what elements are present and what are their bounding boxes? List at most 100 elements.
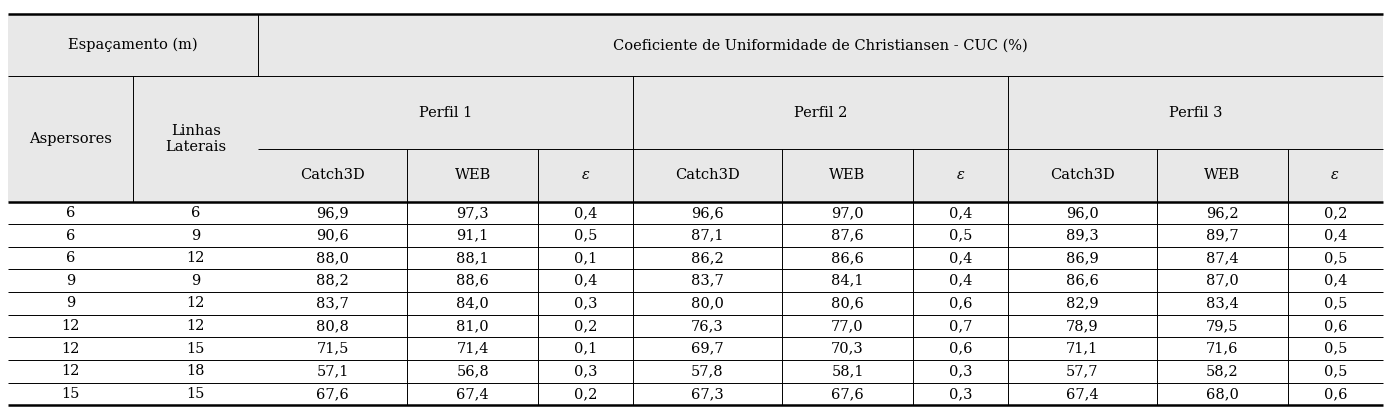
Text: Linhas
Laterais: Linhas Laterais	[166, 124, 227, 154]
Text: 71,1: 71,1	[1067, 341, 1099, 356]
Text: 57,1: 57,1	[317, 364, 349, 378]
Text: Perfil 3: Perfil 3	[1168, 106, 1223, 120]
Text: 9: 9	[191, 274, 200, 288]
Text: 9: 9	[191, 229, 200, 243]
Text: 0,5: 0,5	[1324, 296, 1346, 310]
Text: 96,0: 96,0	[1066, 206, 1099, 220]
Text: 76,3: 76,3	[691, 319, 723, 333]
Text: 88,6: 88,6	[456, 274, 490, 288]
Text: 84,0: 84,0	[456, 296, 490, 310]
Text: 0,4: 0,4	[949, 251, 972, 265]
Text: WEB: WEB	[829, 168, 865, 182]
Text: 0,5: 0,5	[1324, 364, 1346, 378]
Text: 0,5: 0,5	[1324, 341, 1346, 356]
Text: 12: 12	[186, 319, 204, 333]
Text: 88,1: 88,1	[456, 251, 490, 265]
Text: 0,5: 0,5	[1324, 251, 1346, 265]
Bar	[8, 77, 1383, 202]
Text: 96,2: 96,2	[1206, 206, 1238, 220]
Text: 0,4: 0,4	[1324, 229, 1346, 243]
Text: 78,9: 78,9	[1066, 319, 1099, 333]
Text: 6: 6	[191, 206, 200, 220]
Text: 0,4: 0,4	[949, 206, 972, 220]
Text: 80,0: 80,0	[691, 296, 723, 310]
Text: 0,4: 0,4	[949, 274, 972, 288]
Text: 68,0: 68,0	[1206, 387, 1239, 401]
Text: 6: 6	[67, 229, 75, 243]
Text: 0,3: 0,3	[949, 387, 972, 401]
Text: 67,4: 67,4	[456, 387, 490, 401]
Text: 0,4: 0,4	[574, 274, 597, 288]
Text: 67,6: 67,6	[832, 387, 864, 401]
Text: WEB: WEB	[1205, 168, 1241, 182]
Text: ε: ε	[581, 168, 590, 182]
Text: 15: 15	[61, 387, 81, 401]
Text: 88,2: 88,2	[316, 274, 349, 288]
Text: 12: 12	[186, 251, 204, 265]
Text: ε: ε	[957, 168, 964, 182]
Text: 86,9: 86,9	[1066, 251, 1099, 265]
Text: 84,1: 84,1	[832, 274, 864, 288]
Text: WEB: WEB	[455, 168, 491, 182]
Text: 77,0: 77,0	[832, 319, 864, 333]
Text: 9: 9	[67, 274, 75, 288]
Text: 0,2: 0,2	[574, 387, 597, 401]
Text: 0,2: 0,2	[574, 319, 597, 333]
Text: 12: 12	[61, 319, 81, 333]
Text: 0,4: 0,4	[574, 206, 597, 220]
Text: 0,6: 0,6	[1323, 319, 1346, 333]
Text: 6: 6	[67, 206, 75, 220]
Text: 0,3: 0,3	[949, 364, 972, 378]
Text: 67,3: 67,3	[691, 387, 723, 401]
Text: 0,4: 0,4	[1324, 274, 1346, 288]
Text: ε: ε	[1331, 168, 1340, 182]
Text: 0,1: 0,1	[574, 251, 597, 265]
Text: 0,1: 0,1	[574, 341, 597, 356]
Text: 57,7: 57,7	[1066, 364, 1099, 378]
Text: 97,3: 97,3	[456, 206, 490, 220]
Text: 71,4: 71,4	[456, 341, 488, 356]
Text: 83,4: 83,4	[1206, 296, 1239, 310]
Text: Catch3D: Catch3D	[1050, 168, 1114, 182]
Text: 86,6: 86,6	[830, 251, 864, 265]
Text: 89,7: 89,7	[1206, 229, 1238, 243]
Text: 90,6: 90,6	[316, 229, 349, 243]
Text: 96,6: 96,6	[691, 206, 723, 220]
Text: 97,0: 97,0	[832, 206, 864, 220]
Text: Coeficiente de Uniformidade de Christiansen - CUC (%): Coeficiente de Uniformidade de Christian…	[613, 38, 1028, 52]
Text: 96,9: 96,9	[316, 206, 349, 220]
Text: 69,7: 69,7	[691, 341, 723, 356]
Text: 0,7: 0,7	[949, 319, 972, 333]
Text: 87,1: 87,1	[691, 229, 723, 243]
Text: 67,6: 67,6	[316, 387, 349, 401]
Text: 6: 6	[67, 251, 75, 265]
Text: 83,7: 83,7	[691, 274, 723, 288]
Text: 18: 18	[186, 364, 204, 378]
Text: 0,6: 0,6	[949, 296, 972, 310]
Text: 81,0: 81,0	[456, 319, 490, 333]
Text: 67,4: 67,4	[1066, 387, 1099, 401]
Text: 0,3: 0,3	[574, 296, 597, 310]
Bar	[8, 14, 1383, 77]
Text: 12: 12	[61, 364, 81, 378]
Text: 0,5: 0,5	[949, 229, 972, 243]
Text: 82,9: 82,9	[1066, 296, 1099, 310]
Text: 0,2: 0,2	[1324, 206, 1346, 220]
Text: 86,2: 86,2	[691, 251, 723, 265]
Text: 87,6: 87,6	[832, 229, 864, 243]
Text: Aspersores: Aspersores	[29, 132, 113, 146]
Text: 12: 12	[61, 341, 81, 356]
Text: 80,8: 80,8	[316, 319, 349, 333]
Text: Catch3D: Catch3D	[675, 168, 740, 182]
Text: 15: 15	[186, 387, 204, 401]
Text: 71,6: 71,6	[1206, 341, 1238, 356]
Text: 56,8: 56,8	[456, 364, 490, 378]
Text: Perfil 1: Perfil 1	[419, 106, 473, 120]
Text: 58,1: 58,1	[832, 364, 864, 378]
Text: 0,6: 0,6	[1323, 387, 1346, 401]
Text: 70,3: 70,3	[832, 341, 864, 356]
Text: 0,3: 0,3	[574, 364, 597, 378]
Text: Perfil 2: Perfil 2	[794, 106, 847, 120]
Text: 86,6: 86,6	[1066, 274, 1099, 288]
Text: 87,4: 87,4	[1206, 251, 1238, 265]
